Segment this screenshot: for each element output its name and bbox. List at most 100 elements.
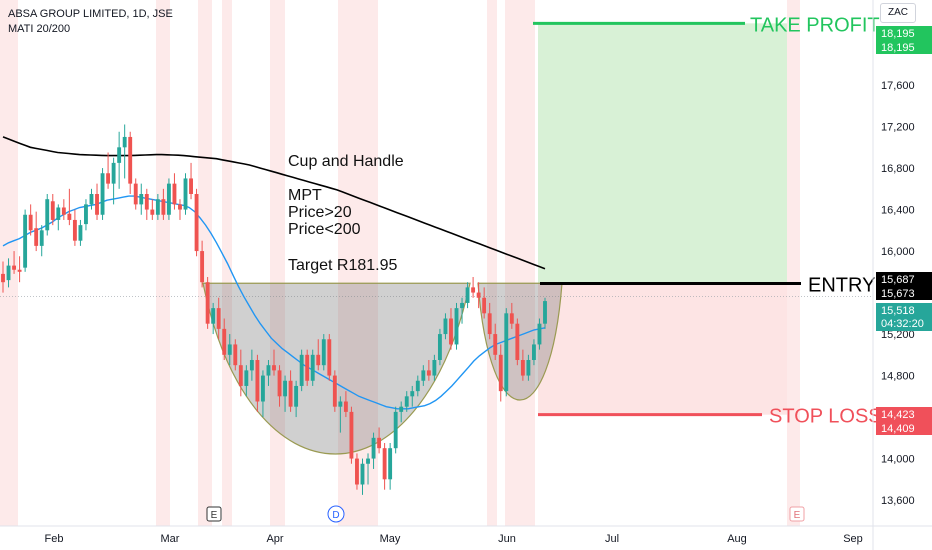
- criteria-label: MPT: [288, 187, 322, 204]
- candle-body: [211, 308, 216, 324]
- candle-body: [95, 194, 99, 215]
- candle-body: [415, 380, 420, 392]
- candle-body: [504, 313, 509, 392]
- candle: [476, 282, 481, 309]
- candle: [543, 297, 547, 329]
- criteria-label: Price<200: [288, 221, 361, 238]
- candle: [178, 199, 182, 220]
- price-tag: 18,195: [876, 40, 932, 54]
- price-tag: 14,409: [876, 421, 932, 435]
- price-tag-bg: [876, 40, 932, 54]
- candle-body: [377, 437, 382, 449]
- candle-body: [272, 365, 276, 371]
- candle-body: [515, 323, 520, 361]
- candle-body: [128, 136, 133, 184]
- candle-body: [194, 194, 199, 252]
- candle-body: [255, 360, 260, 402]
- candle: [327, 334, 332, 381]
- candle: [277, 365, 282, 407]
- candle-body: [56, 207, 61, 220]
- candle-body: [172, 183, 177, 205]
- candle-body: [244, 370, 249, 386]
- time-tick-label: Aug: [727, 533, 747, 545]
- candle: [421, 365, 426, 386]
- candle: [294, 380, 299, 418]
- criteria-label: Price>20: [288, 204, 352, 221]
- candle-body: [454, 308, 459, 345]
- candle-body: [122, 136, 127, 148]
- price-tag-value: 14,423: [881, 409, 915, 421]
- price-tick-label: 16,800: [881, 163, 915, 175]
- time-tick-label: Apr: [266, 533, 283, 545]
- candle-body: [537, 323, 542, 345]
- candle: [6, 258, 11, 288]
- price-tag: 15,687: [876, 272, 932, 286]
- candle-body: [233, 344, 238, 366]
- candle: [233, 339, 238, 371]
- candle: [388, 443, 393, 490]
- candle: [244, 365, 249, 397]
- candle: [144, 188, 149, 220]
- candle: [194, 188, 199, 257]
- time-tick-label: May: [380, 533, 401, 545]
- candle: [122, 124, 127, 179]
- price-tag-bg: [876, 407, 932, 421]
- candle: [366, 453, 370, 485]
- currency-button[interactable]: ZAC: [880, 3, 916, 23]
- candle: [371, 432, 376, 469]
- candle: [17, 256, 22, 283]
- candle: [487, 302, 492, 340]
- candle: [255, 354, 260, 412]
- candle-body: [205, 282, 210, 324]
- candle: [355, 453, 359, 490]
- candle: [72, 209, 77, 246]
- session-band: [156, 0, 170, 526]
- candle-body: [437, 334, 442, 361]
- candle: [155, 194, 160, 220]
- session-band: [198, 0, 212, 526]
- candle-body: [133, 183, 138, 205]
- price-tag-value: 15,518: [881, 305, 915, 317]
- price-tag-value: 18,195: [881, 42, 915, 54]
- candle: [111, 157, 116, 205]
- candle-body: [100, 173, 105, 215]
- candle-body: [111, 162, 116, 184]
- candle: [78, 219, 83, 246]
- candle-body: [509, 313, 514, 324]
- candle: [56, 204, 61, 231]
- candle: [216, 297, 221, 340]
- profit-zone: [538, 23, 787, 284]
- candle: [211, 302, 216, 335]
- candle: [150, 199, 155, 220]
- candle-body: [17, 269, 22, 272]
- candle: [161, 188, 166, 220]
- stop-loss-label: STOP LOSS: [769, 406, 882, 428]
- candle-body: [50, 201, 55, 220]
- candle: [426, 360, 431, 381]
- candle: [45, 194, 50, 236]
- candle: [1, 261, 5, 293]
- session-band: [787, 0, 800, 526]
- candle-body: [310, 354, 315, 381]
- candle-body: [388, 448, 393, 480]
- candle-body: [343, 401, 348, 412]
- candle: [399, 401, 404, 423]
- candle-body: [23, 214, 28, 268]
- price-tag-bg: [876, 286, 932, 300]
- candle: [12, 251, 16, 274]
- candle-body: [526, 360, 531, 376]
- candle-body: [393, 411, 398, 449]
- candle-body: [155, 199, 160, 215]
- candle-body: [332, 375, 337, 407]
- take-profit-label: TAKE PROFIT: [750, 14, 880, 36]
- loss-zone: [538, 283, 787, 415]
- candle-body: [222, 328, 227, 355]
- candle: [272, 349, 276, 376]
- candle: [249, 349, 254, 381]
- price-tag-value: 15,673: [881, 288, 915, 300]
- candle: [310, 349, 315, 386]
- candle: [128, 131, 133, 195]
- candle-body: [12, 265, 16, 270]
